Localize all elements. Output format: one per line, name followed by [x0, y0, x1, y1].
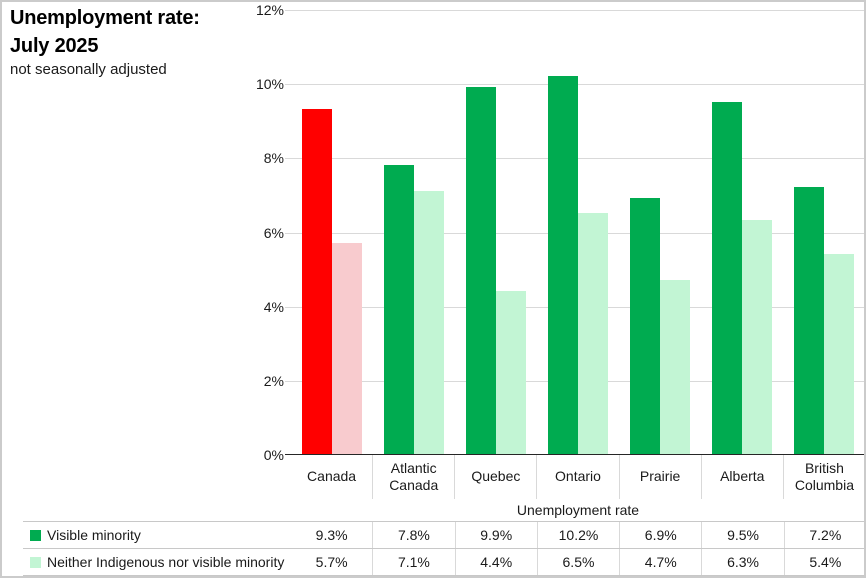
table-cell: 7.2% [783, 522, 864, 548]
bar-neither-indigenous-nor-visible-minority-atlantic-canada [414, 190, 444, 454]
y-axis-labels: 0% 2% 4% 6% 8% 10% 12% [2, 2, 284, 463]
legend-label: Visible minority [47, 527, 141, 543]
legend-swatch-neither-indigenous-nor-visible-minority [30, 556, 41, 568]
chart-title-block: Unemployment rate: July 2025 not seasona… [10, 4, 280, 78]
x-axis-title: Unemployment rate [516, 502, 640, 518]
plot-area [285, 10, 864, 455]
x-axis-line [285, 454, 864, 455]
y-tick-label: 10% [255, 76, 284, 93]
table-row-label: Neither Indigenous nor visible minority [23, 549, 291, 575]
y-axis-tick [285, 10, 291, 11]
bar-neither-indigenous-nor-visible-minority-alberta [742, 220, 772, 454]
y-tick-label: 0% [263, 447, 284, 463]
category-label-quebec: Quebec [455, 455, 538, 499]
bar-visible-minority-alberta [712, 101, 742, 454]
bars-container [291, 10, 864, 455]
table-cell: 4.7% [619, 549, 701, 575]
bar-neither-indigenous-nor-visible-minority-quebec [496, 290, 526, 454]
bar-column-ontario [537, 10, 619, 455]
bar-column-alberta [701, 10, 783, 455]
legend-label: Neither Indigenous nor visible minority [47, 554, 285, 570]
bar-neither-indigenous-nor-visible-minority-british-columbia [824, 253, 854, 454]
bar-visible-minority-ontario [548, 75, 578, 454]
category-label-alberta: Alberta [702, 455, 784, 499]
y-axis-tick [285, 380, 291, 382]
x-axis-category-labels: Canada Atlantic Canada Quebec Ontario Prairi… [291, 455, 864, 499]
chart-title-line2: July 2025 [10, 35, 99, 57]
table-cell: 9.9% [454, 522, 537, 548]
bar-column-canada [291, 10, 373, 455]
table-cell: 10.2% [536, 522, 619, 548]
bar-neither-indigenous-nor-visible-minority-ontario [578, 212, 608, 454]
table-cell: 7.1% [372, 549, 454, 575]
table-row-neither-indigenous-nor-visible-minority: Neither Indigenous nor visible minority 5… [23, 549, 864, 576]
y-tick-label: 6% [263, 224, 284, 241]
bar-visible-minority-prairie [630, 198, 660, 454]
gridline [291, 10, 864, 11]
bar-column-british-columbia [783, 10, 864, 455]
table-cell: 9.5% [701, 522, 783, 548]
chart-title-line1: Unemployment rate: [10, 7, 200, 29]
category-label-canada: Canada [291, 455, 374, 499]
table-cell: 5.4% [783, 549, 864, 575]
table-cell: 9.3% [315, 527, 348, 543]
bar-visible-minority-quebec [466, 86, 496, 454]
y-axis-tick [285, 158, 291, 160]
bar-neither-indigenous-nor-visible-minority-canada [332, 242, 362, 454]
category-label-prairie: Prairie [620, 455, 702, 499]
bar-neither-indigenous-nor-visible-minority-prairie [660, 279, 690, 454]
category-label-british-columbia: British Columbia [794, 459, 854, 494]
bar-visible-minority-british-columbia [794, 187, 824, 454]
y-tick-label: 4% [263, 298, 284, 315]
table-cell: 4.4% [454, 549, 537, 575]
table-cell: 6.5% [536, 549, 619, 575]
table-row-visible-minority: Visible minority 9.3% 7.8% 9.9% 10.2% 6.9% 9.5… [23, 522, 864, 549]
bar-column-atlantic-canada [373, 10, 455, 455]
category-label-atlantic-canada: Atlantic Canada [373, 455, 456, 499]
category-label-ontario: Ontario [537, 455, 620, 499]
y-tick-label: 12% [255, 2, 284, 18]
legend-swatch-visible-minority [30, 529, 41, 541]
y-tick-label: 8% [263, 150, 284, 167]
bar-column-prairie [619, 10, 701, 455]
bar-visible-minority-canada [302, 109, 332, 454]
table-cell: 6.3% [701, 549, 783, 575]
bar-column-quebec [455, 10, 537, 455]
table-cell: 5.7% [315, 554, 348, 570]
table-cell: 6.9% [619, 522, 701, 548]
y-axis-tick [285, 84, 291, 86]
y-axis-tick [285, 232, 291, 234]
bar-visible-minority-atlantic-canada [384, 164, 414, 454]
chart-subtitle: not seasonally adjusted [10, 61, 167, 78]
table-cell: 7.8% [372, 522, 454, 548]
y-tick-label: 2% [263, 372, 284, 389]
y-axis-tick [285, 306, 291, 308]
data-table: Visible minority 9.3% 7.8% 9.9% 10.2% 6.9% 9.5… [23, 521, 864, 576]
table-row-label: Visible minority [23, 522, 291, 548]
